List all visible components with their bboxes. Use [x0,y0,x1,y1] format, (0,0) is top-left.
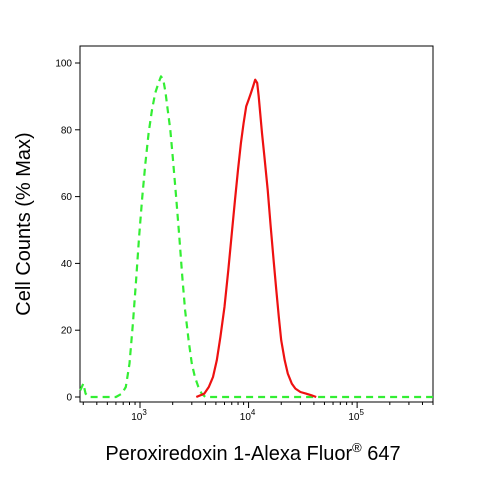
y-tick-label: 40 [61,259,73,270]
y-axis-ticks: 0 20 40 60 80 100 [55,59,80,404]
series-layer [79,75,433,399]
x-tick-label: 103 [131,408,147,423]
x-tick-label: 104 [240,408,256,423]
sample-curve [195,78,317,399]
x-axis-title-main: Peroxiredoxin 1-Alexa Fluor [105,443,352,465]
y-axis-title: Cell Counts (% Max) [13,132,35,315]
isotype-control-curve [79,75,433,399]
y-tick-label: 80 [61,125,73,136]
y-tick-label: 60 [61,192,73,203]
y-tick-label: 100 [55,59,72,70]
x-axis-title-suffix: 647 [362,443,401,465]
plot-frame [79,45,434,403]
x-axis-title: Peroxiredoxin 1-Alexa Fluor® 647 [105,440,400,465]
x-axis-ticks: 103 104 105 [82,402,434,423]
y-tick-label: 20 [61,326,73,337]
x-axis-title-registered-mark: ® [352,440,362,455]
x-tick-label: 105 [348,408,364,423]
y-tick-label: 0 [66,393,72,404]
